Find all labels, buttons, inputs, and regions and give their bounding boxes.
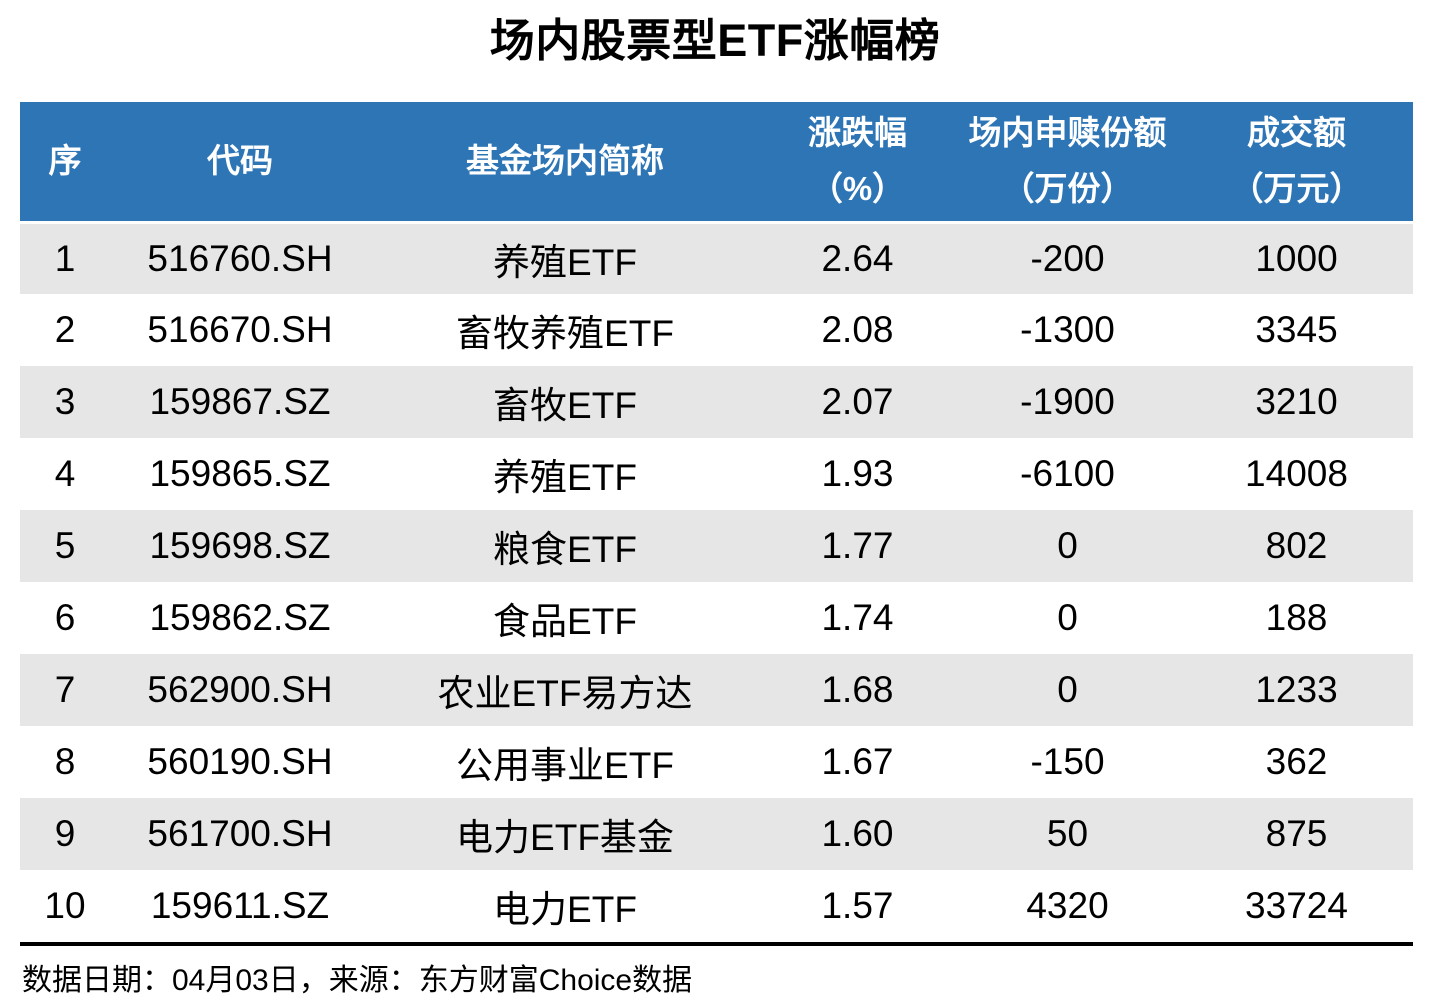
page-title: 场内股票型ETF涨幅榜 <box>489 15 941 66</box>
cell-rank: 4 <box>20 438 110 510</box>
cell-turnover: 14008 <box>1180 438 1413 510</box>
cell-code: 516670.SH <box>110 294 370 366</box>
cell-subscription-shares: 0 <box>955 582 1180 654</box>
cell-code: 159698.SZ <box>110 510 370 582</box>
cell-code: 159862.SZ <box>110 582 370 654</box>
cell-code: 159865.SZ <box>110 438 370 510</box>
cell-subscription-shares: 4320 <box>955 870 1180 942</box>
cell-rank: 9 <box>20 798 110 870</box>
cell-name: 农业ETF易方达 <box>370 654 760 726</box>
cell-change-pct: 2.64 <box>760 222 955 294</box>
cell-name: 养殖ETF <box>370 222 760 294</box>
cell-subscription-shares: -1300 <box>955 294 1180 366</box>
cell-subscription-shares: -1900 <box>955 366 1180 438</box>
col-header-subscription-shares: 场内申赎份额 （万份） <box>955 102 1180 224</box>
cell-code: 159867.SZ <box>110 366 370 438</box>
cell-turnover: 1000 <box>1180 222 1413 294</box>
col-header-turnover-unit: （万元） <box>1230 170 1363 208</box>
cell-turnover: 3345 <box>1180 294 1413 366</box>
cell-code: 159611.SZ <box>110 870 370 942</box>
col-header-turnover: 成交额 （万元） <box>1180 102 1413 224</box>
cell-code: 562900.SH <box>110 654 370 726</box>
col-header-code-label: 代码 <box>207 142 273 180</box>
cell-rank: 2 <box>20 294 110 366</box>
cell-rank: 1 <box>20 222 110 294</box>
col-header-subscription-shares-label: 场内申赎份额 <box>968 114 1167 152</box>
footer: 数据日期：04月03日，来源：东方财富Choice数据 <box>20 942 1413 999</box>
cell-change-pct: 1.93 <box>760 438 955 510</box>
cell-turnover: 33724 <box>1180 870 1413 942</box>
cell-rank: 3 <box>20 366 110 438</box>
col-header-rank-label: 序 <box>48 142 82 180</box>
cell-turnover: 875 <box>1180 798 1413 870</box>
cell-change-pct: 1.67 <box>760 726 955 798</box>
cell-turnover: 802 <box>1180 510 1413 582</box>
cell-name: 养殖ETF <box>370 438 760 510</box>
cell-change-pct: 2.08 <box>760 294 955 366</box>
cell-rank: 6 <box>20 582 110 654</box>
cell-name: 食品ETF <box>370 582 760 654</box>
cell-rank: 8 <box>20 726 110 798</box>
table-header: 序 代码 基金场内简称 涨跌幅 （%） 场内申赎份额 （万份） 成交额 （万元） <box>20 102 1413 224</box>
col-header-turnover-label: 成交额 <box>1247 114 1346 152</box>
cell-name: 畜牧ETF <box>370 366 760 438</box>
data-source-note: 数据日期：04月03日，来源：东方财富Choice数据 <box>22 964 693 997</box>
cell-change-pct: 1.74 <box>760 582 955 654</box>
cell-turnover: 3210 <box>1180 366 1413 438</box>
table-row: 5 159698.SZ 粮食ETF 1.77 0 802 <box>20 510 1413 582</box>
col-header-rank: 序 <box>20 102 110 224</box>
cell-change-pct: 1.68 <box>760 654 955 726</box>
cell-turnover: 188 <box>1180 582 1413 654</box>
cell-subscription-shares: -6100 <box>955 438 1180 510</box>
cell-subscription-shares: -150 <box>955 726 1180 798</box>
cell-name: 粮食ETF <box>370 510 760 582</box>
table-body: 1 516760.SH 养殖ETF 2.64 -200 1000 2 516670.SH 畜牧养… <box>20 222 1413 942</box>
col-header-code: 代码 <box>110 102 370 224</box>
cell-subscription-shares: 0 <box>955 510 1180 582</box>
cell-change-pct: 1.60 <box>760 798 955 870</box>
cell-rank: 10 <box>20 870 110 942</box>
cell-turnover: 362 <box>1180 726 1413 798</box>
cell-rank: 7 <box>20 654 110 726</box>
col-header-change-pct: 涨跌幅 （%） <box>760 102 955 224</box>
table-row: 3 159867.SZ 畜牧ETF 2.07 -1900 3210 <box>20 366 1413 438</box>
cell-code: 561700.SH <box>110 798 370 870</box>
table-row: 8 560190.SH 公用事业ETF 1.67 -150 362 <box>20 726 1413 798</box>
col-header-change-pct-label: 涨跌幅 <box>808 114 907 152</box>
table-row: 6 159862.SZ 食品ETF 1.74 0 188 <box>20 582 1413 654</box>
cell-name: 电力ETF基金 <box>370 798 760 870</box>
cell-name: 畜牧养殖ETF <box>370 294 760 366</box>
cell-turnover: 1233 <box>1180 654 1413 726</box>
col-header-name-label: 基金场内简称 <box>466 142 664 180</box>
cell-change-pct: 1.57 <box>760 870 955 942</box>
cell-change-pct: 1.77 <box>760 510 955 582</box>
header-row: 序 代码 基金场内简称 涨跌幅 （%） 场内申赎份额 （万份） 成交额 （万元） <box>20 102 1413 224</box>
cell-name: 电力ETF <box>370 870 760 942</box>
table-row: 2 516670.SH 畜牧养殖ETF 2.08 -1300 3345 <box>20 294 1413 366</box>
table-row: 1 516760.SH 养殖ETF 2.64 -200 1000 <box>20 222 1413 294</box>
cell-change-pct: 2.07 <box>760 366 955 438</box>
cell-name: 公用事业ETF <box>370 726 760 798</box>
etf-gain-ranking-table: 序 代码 基金场内简称 涨跌幅 （%） 场内申赎份额 （万份） 成交额 （万元）… <box>20 102 1413 942</box>
cell-subscription-shares: 0 <box>955 654 1180 726</box>
table-row: 7 562900.SH 农业ETF易方达 1.68 0 1233 <box>20 654 1413 726</box>
cell-subscription-shares: -200 <box>955 222 1180 294</box>
table-row: 9 561700.SH 电力ETF基金 1.60 50 875 <box>20 798 1413 870</box>
col-header-subscription-shares-unit: （万份） <box>1001 170 1134 208</box>
table-row: 10 159611.SZ 电力ETF 1.57 4320 33724 <box>20 870 1413 942</box>
cell-code: 560190.SH <box>110 726 370 798</box>
col-header-change-pct-unit: （%） <box>809 170 906 208</box>
cell-subscription-shares: 50 <box>955 798 1180 870</box>
table-row: 4 159865.SZ 养殖ETF 1.93 -6100 14008 <box>20 438 1413 510</box>
cell-code: 516760.SH <box>110 222 370 294</box>
cell-rank: 5 <box>20 510 110 582</box>
col-header-name: 基金场内简称 <box>370 102 760 224</box>
